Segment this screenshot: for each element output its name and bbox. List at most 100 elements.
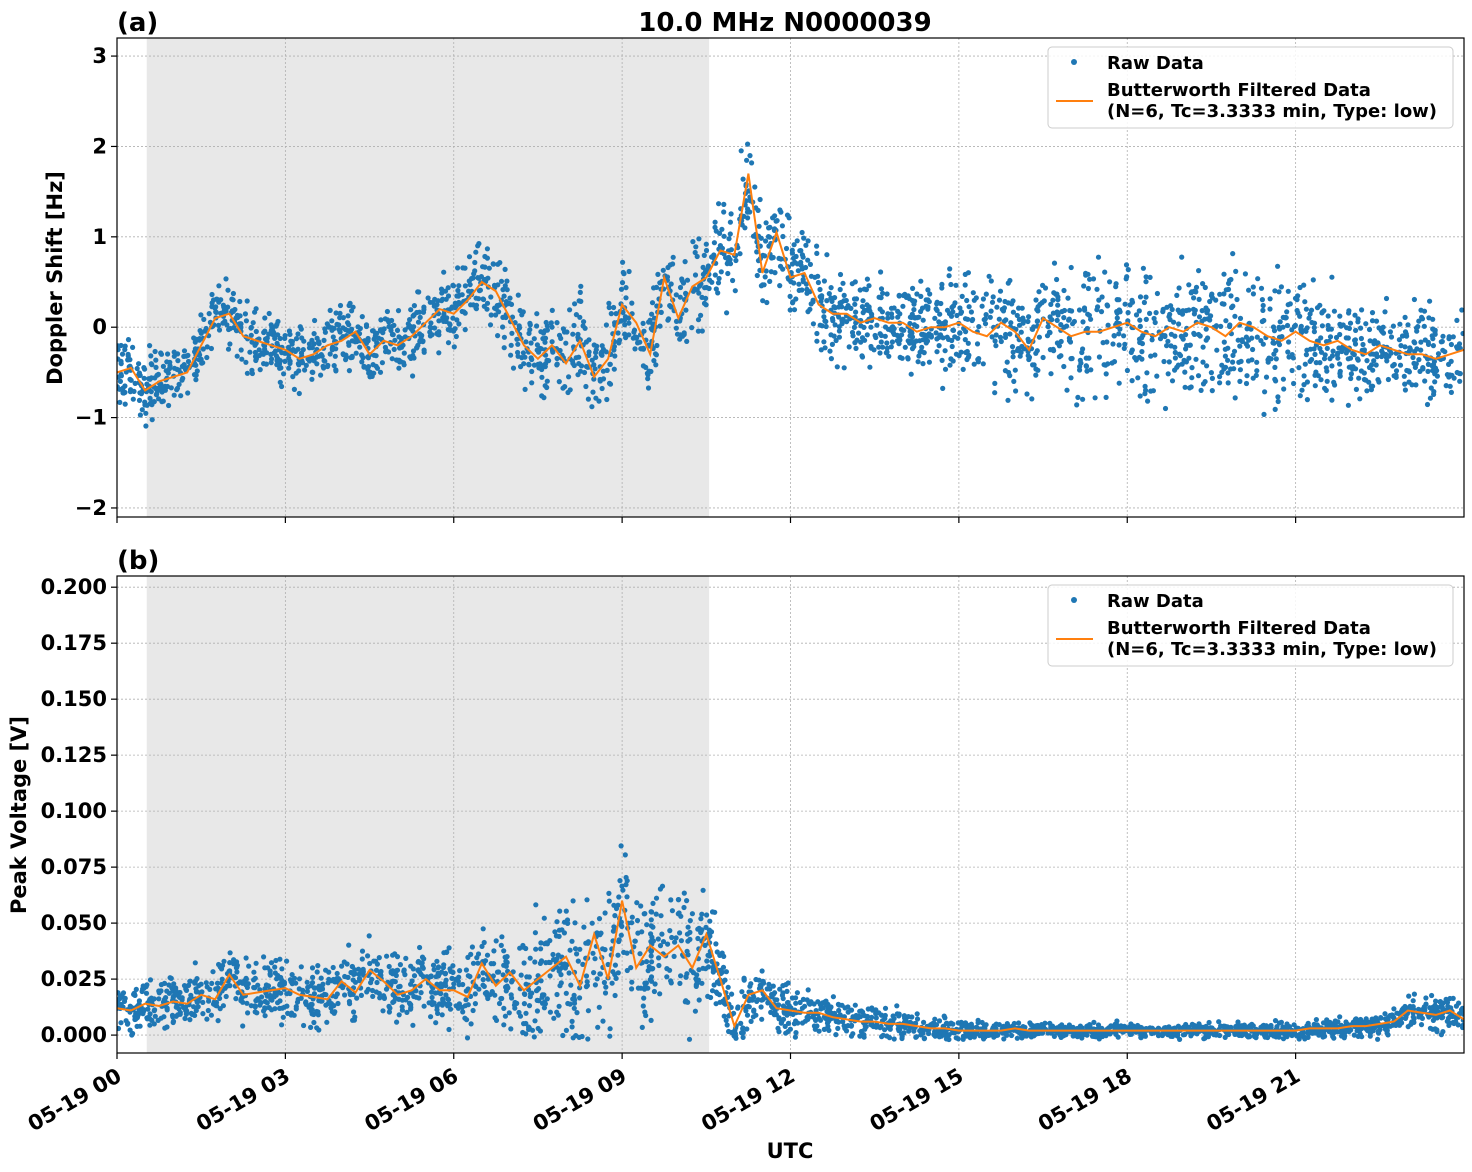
raw-point-a bbox=[311, 331, 317, 337]
raw-point-a bbox=[257, 367, 263, 373]
raw-point-b bbox=[850, 1031, 856, 1037]
raw-point-b bbox=[436, 970, 442, 977]
raw-point-a bbox=[1157, 336, 1164, 342]
raw-point-a bbox=[1371, 341, 1377, 347]
raw-point-a bbox=[1218, 323, 1224, 329]
raw-point-a bbox=[1271, 351, 1277, 357]
raw-point-a bbox=[911, 307, 917, 313]
raw-point-a bbox=[651, 358, 657, 364]
raw-point-b bbox=[510, 969, 516, 975]
raw-point-b bbox=[285, 1010, 291, 1017]
raw-point-b bbox=[428, 989, 435, 995]
raw-point-b bbox=[394, 954, 401, 960]
raw-point-a bbox=[1083, 270, 1089, 276]
raw-point-a bbox=[473, 295, 479, 301]
raw-point-b bbox=[921, 1035, 928, 1041]
raw-point-b bbox=[774, 997, 780, 1003]
raw-point-a bbox=[476, 288, 483, 294]
raw-point-a bbox=[1363, 377, 1369, 383]
raw-point-a bbox=[993, 332, 999, 338]
raw-point-a bbox=[657, 280, 663, 286]
raw-point-a bbox=[1114, 320, 1120, 326]
raw-point-a bbox=[1330, 348, 1336, 354]
raw-point-a bbox=[1127, 302, 1133, 308]
raw-point-a bbox=[907, 314, 914, 320]
raw-point-a bbox=[534, 323, 540, 329]
raw-point-b bbox=[480, 982, 486, 988]
raw-point-a bbox=[1137, 317, 1143, 323]
raw-point-a bbox=[1280, 314, 1286, 320]
raw-point-a bbox=[244, 370, 250, 376]
raw-point-a bbox=[607, 361, 613, 367]
raw-point-a bbox=[456, 321, 462, 327]
raw-point-b bbox=[376, 955, 382, 961]
raw-point-a bbox=[428, 325, 434, 331]
raw-point-b bbox=[821, 1026, 827, 1032]
raw-point-b bbox=[667, 928, 673, 934]
raw-point-a bbox=[1137, 339, 1143, 346]
raw-point-a bbox=[508, 342, 514, 348]
raw-point-b bbox=[560, 1032, 566, 1039]
raw-point-b bbox=[567, 947, 573, 953]
raw-point-a bbox=[1228, 276, 1234, 283]
raw-point-a bbox=[134, 365, 140, 372]
y-tick-label-a: 1 bbox=[92, 225, 107, 249]
raw-point-a bbox=[1016, 305, 1022, 311]
raw-point-a bbox=[936, 343, 942, 349]
raw-point-b bbox=[840, 1019, 846, 1025]
raw-point-a bbox=[830, 318, 836, 324]
raw-point-b bbox=[141, 985, 147, 991]
raw-point-a bbox=[814, 330, 820, 337]
raw-point-a bbox=[417, 314, 423, 320]
raw-point-b bbox=[171, 981, 177, 987]
raw-point-a bbox=[640, 363, 647, 369]
raw-point-a bbox=[213, 304, 219, 310]
raw-point-a bbox=[851, 296, 858, 302]
raw-point-a bbox=[928, 332, 934, 338]
raw-point-a bbox=[1137, 323, 1143, 329]
raw-point-a bbox=[1390, 323, 1396, 329]
raw-point-a bbox=[690, 239, 696, 245]
raw-point-a bbox=[882, 333, 888, 339]
raw-point-a bbox=[343, 357, 349, 363]
raw-point-a bbox=[1426, 315, 1432, 321]
raw-point-a bbox=[1168, 343, 1174, 349]
raw-point-a bbox=[509, 330, 515, 336]
raw-point-a bbox=[201, 316, 207, 322]
raw-point-b bbox=[554, 919, 560, 925]
raw-point-b bbox=[208, 1012, 214, 1018]
raw-point-b bbox=[1244, 1033, 1250, 1039]
raw-point-a bbox=[974, 341, 981, 347]
raw-point-a bbox=[1208, 370, 1214, 376]
raw-point-b bbox=[694, 972, 700, 978]
raw-point-b bbox=[500, 972, 506, 978]
raw-point-b bbox=[1421, 1004, 1427, 1010]
raw-point-b bbox=[1194, 1031, 1200, 1037]
raw-point-b bbox=[1014, 1035, 1020, 1041]
raw-point-b bbox=[182, 1015, 188, 1022]
raw-point-a bbox=[620, 269, 626, 276]
raw-point-b bbox=[685, 999, 691, 1005]
raw-point-b bbox=[186, 982, 192, 989]
raw-point-a bbox=[1348, 375, 1354, 382]
raw-point-a bbox=[1209, 388, 1215, 394]
raw-point-b bbox=[463, 997, 469, 1003]
raw-point-b bbox=[277, 956, 283, 962]
raw-point-a bbox=[1196, 296, 1202, 302]
raw-point-a bbox=[1284, 309, 1290, 315]
raw-point-b bbox=[885, 1023, 891, 1029]
raw-point-a bbox=[537, 361, 543, 367]
raw-point-a bbox=[1153, 310, 1159, 316]
raw-point-b bbox=[490, 973, 496, 979]
raw-point-b bbox=[214, 980, 221, 986]
raw-point-a bbox=[194, 368, 200, 374]
raw-point-a bbox=[508, 352, 514, 358]
raw-point-b bbox=[637, 951, 643, 957]
raw-point-a bbox=[1017, 353, 1023, 359]
raw-point-a bbox=[758, 283, 765, 289]
raw-point-b bbox=[193, 1007, 199, 1014]
raw-point-a bbox=[1191, 311, 1197, 317]
raw-point-b bbox=[955, 1020, 961, 1026]
raw-point-a bbox=[836, 328, 843, 334]
